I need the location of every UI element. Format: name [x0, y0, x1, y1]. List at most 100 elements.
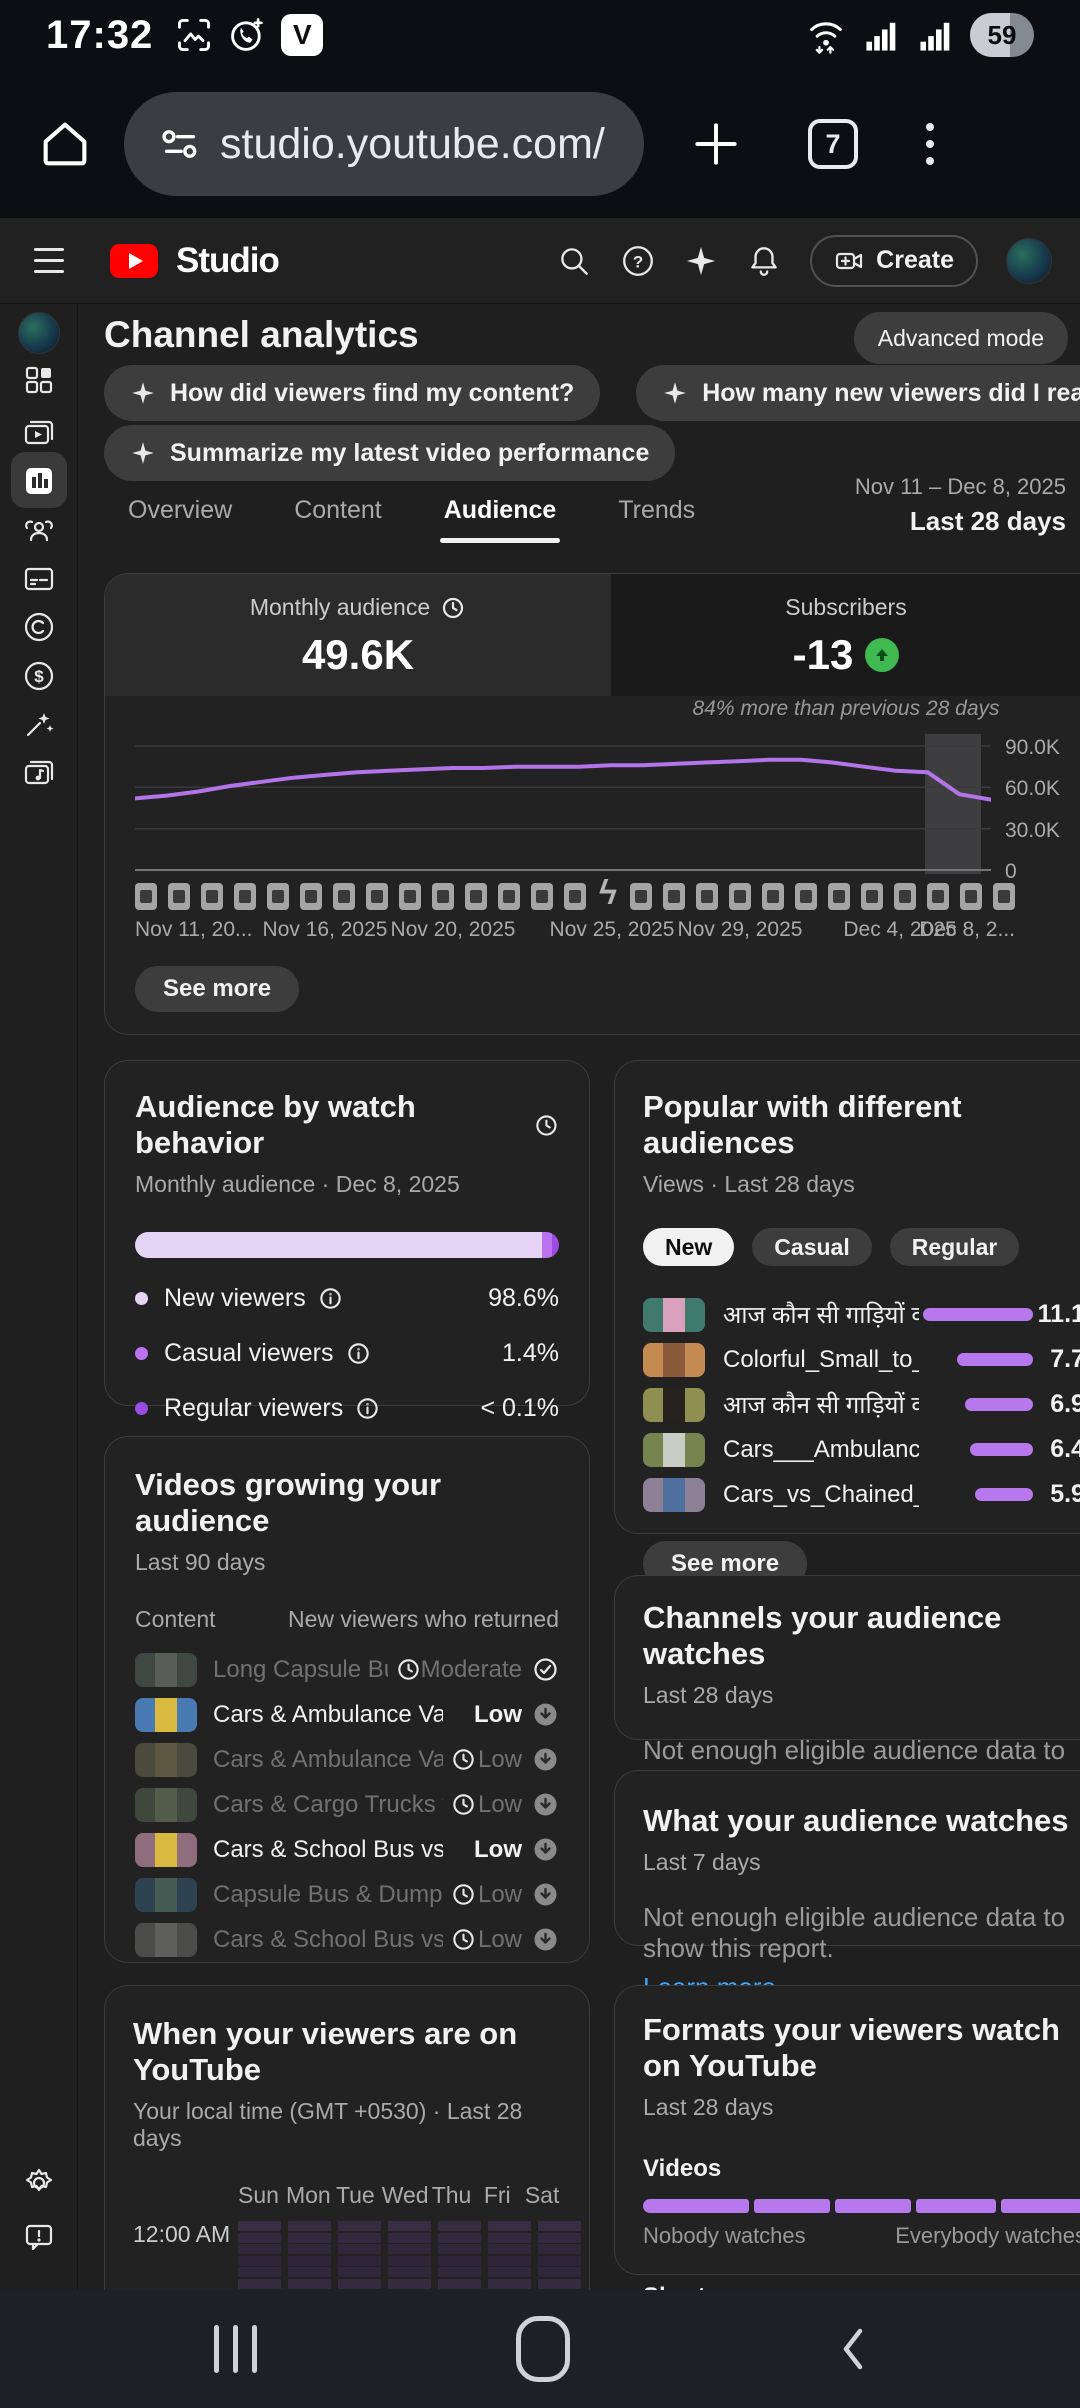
video-marker-icon[interactable] [564, 883, 586, 910]
browser-menu-icon[interactable] [918, 115, 942, 173]
popular-row[interactable]: आज कौन सी गाड़ियों का ... 6.9K [643, 1382, 1080, 1427]
sidebar-channel-avatar[interactable] [17, 312, 60, 354]
home-nav-icon[interactable] [516, 2316, 570, 2382]
popular-row[interactable]: Cars___Ambulance_Va... 6.4K [643, 1427, 1080, 1472]
info-icon[interactable] [318, 1286, 343, 1311]
video-marker-icon[interactable] [729, 883, 751, 910]
video-marker-icon[interactable] [399, 883, 421, 910]
info-icon[interactable] [355, 1396, 380, 1421]
sidebar-item-analytics[interactable] [23, 465, 55, 497]
video-marker-icon[interactable] [201, 883, 223, 910]
video-marker-icon[interactable] [894, 883, 916, 910]
popular-list: आज कौन सी गाड़ियों का ... 11.1K Colorful… [643, 1292, 1080, 1517]
audience-trend-chart[interactable] [135, 734, 991, 874]
video-marker-icon[interactable] [795, 883, 817, 910]
filter-casual[interactable]: Casual [752, 1228, 872, 1266]
popular-row[interactable]: Cars_vs_Chained_Hydr... 5.9K [643, 1472, 1080, 1517]
tab-switcher[interactable]: 7 [808, 119, 858, 169]
video-marker-icon[interactable] [432, 883, 454, 910]
video-row[interactable]: Long Capsule Bus & Cement Tr... Moderate [135, 1647, 559, 1692]
video-marker-icon[interactable] [762, 883, 784, 910]
tab-trends[interactable]: Trends [618, 496, 696, 524]
see-more-button[interactable]: See more [135, 966, 300, 1012]
sidebar-item-customization[interactable] [22, 707, 56, 741]
video-row[interactable]: Capsule Bus & Dumper Truck v... Low [135, 1872, 559, 1917]
home-icon[interactable] [36, 115, 94, 173]
metric-subscribers[interactable]: Subscribers -13 84% more than previous 2… [611, 574, 1080, 720]
popular-row[interactable]: Colorful_Small_to_Gia... 7.7K [643, 1337, 1080, 1382]
sparkle-icon [664, 382, 687, 404]
info-icon[interactable] [346, 1341, 371, 1366]
video-row[interactable]: Cars & School Bus vs Chained ... Low [135, 1917, 559, 1962]
site-settings-icon[interactable] [158, 122, 202, 166]
sidebar-item-subtitles[interactable] [22, 562, 56, 596]
metric-monthly-audience[interactable]: Monthly audience 49.6K [105, 574, 611, 696]
video-marker-icon[interactable] [300, 883, 322, 910]
tab-content[interactable]: Content [294, 496, 382, 524]
video-marker-icon[interactable] [663, 883, 685, 910]
tab-overview[interactable]: Overview [128, 496, 233, 524]
video-marker-icon[interactable] [333, 883, 355, 910]
video-marker-icon[interactable] [498, 883, 520, 910]
video-marker-icon[interactable] [465, 883, 487, 910]
card-title: Videos growing your audience [135, 1467, 442, 1538]
day-label: Sun [238, 2182, 279, 2208]
analytics-page: Channel analytics Advanced mode How did … [78, 304, 1080, 2290]
video-row[interactable]: Cars & Cargo Trucks vs Chaine... Low [135, 1782, 559, 1827]
recents-icon[interactable] [214, 2325, 257, 2373]
create-button[interactable]: Create [810, 234, 978, 287]
suggestion-chip[interactable]: Summarize my latest video performance [104, 425, 676, 481]
sidebar-item-audio-library[interactable] [22, 755, 56, 789]
video-marker-icon[interactable] [630, 883, 652, 910]
filter-new[interactable]: New [643, 1228, 735, 1266]
date-range-picker[interactable]: Nov 11 – Dec 8, 2025 Last 28 days [855, 474, 1066, 537]
popular-row[interactable]: आज कौन सी गाड़ियों का ... 11.1K [643, 1292, 1080, 1337]
sidebar-item-dashboard[interactable] [23, 364, 55, 396]
search-icon[interactable] [556, 243, 592, 279]
advanced-mode-button[interactable]: Advanced mode [853, 312, 1068, 364]
channel-avatar[interactable] [1006, 237, 1052, 284]
video-marker-icon[interactable] [861, 883, 883, 910]
video-row[interactable]: Cars & Ambulance Van vs Giant Pi... Low [135, 1692, 559, 1737]
send-feedback-icon[interactable] [22, 2220, 56, 2254]
heatmap-cell [538, 2232, 581, 2243]
menu-icon[interactable] [28, 242, 70, 279]
video-row[interactable]: Cars & School Bus vs Hydraulic Bo... Low [135, 1827, 559, 1872]
new-tab-icon[interactable] [688, 116, 744, 172]
youtube-logo[interactable] [110, 243, 158, 278]
video-marker-icon[interactable] [366, 883, 388, 910]
back-icon[interactable] [826, 2321, 882, 2377]
video-marker-icon[interactable] [696, 883, 718, 910]
legend-row-regular: Regular viewers < 0.1% [135, 1394, 559, 1423]
tab-audience[interactable]: Audience [439, 496, 560, 543]
video-marker-icon[interactable] [993, 883, 1015, 910]
url-bar[interactable]: studio.youtube.com/ [124, 92, 644, 196]
video-row[interactable]: Cars & Ambulance Van vs Gian... Low [135, 1737, 559, 1782]
video-marker-icon[interactable] [927, 883, 949, 910]
url-text[interactable]: studio.youtube.com/ [220, 119, 605, 168]
suggestion-chip[interactable]: How many new viewers did I reach? [636, 365, 1080, 421]
video-marker-icon[interactable] [135, 883, 157, 910]
video-marker-icon[interactable] [828, 883, 850, 910]
suggestion-chip[interactable]: How did viewers find my content? [104, 365, 601, 421]
sidebar-item-community[interactable] [22, 514, 56, 548]
filter-regular[interactable]: Regular [889, 1228, 1020, 1266]
subscribers-note: 84% more than previous 28 days [692, 697, 1000, 720]
live-marker-icon[interactable]: ϟ [599, 873, 617, 912]
video-thumbnail [643, 1432, 705, 1467]
sidebar-item-copyright[interactable] [22, 610, 56, 644]
video-marker-icon[interactable] [267, 883, 289, 910]
sparkle-icon[interactable] [684, 244, 718, 278]
video-marker-icon[interactable] [234, 883, 256, 910]
video-marker-icon[interactable] [168, 883, 190, 910]
sidebar-item-earn[interactable]: $ [22, 659, 56, 693]
card-title: Channels your audience watches [643, 1600, 1002, 1671]
video-thumbnail [643, 1387, 705, 1422]
notifications-bell-icon[interactable] [746, 243, 782, 279]
studio-brand[interactable]: Studio [176, 240, 280, 280]
video-marker-icon[interactable] [531, 883, 553, 910]
video-marker-icon[interactable] [960, 883, 982, 910]
help-icon[interactable]: ? [620, 243, 656, 279]
settings-icon[interactable] [22, 2166, 56, 2200]
sidebar-item-content[interactable] [22, 415, 56, 449]
